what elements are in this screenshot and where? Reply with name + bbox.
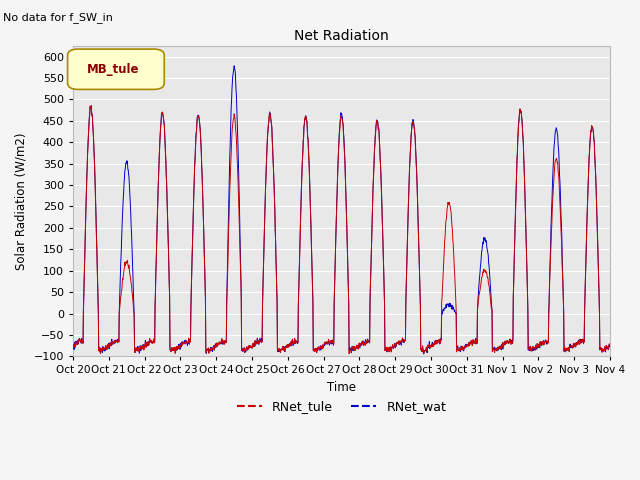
RNet_wat [420, 351, 428, 357]
Y-axis label: Solar Radiation (W/m2): Solar Radiation (W/m2) [15, 132, 28, 270]
RNet_tule [426, 342, 433, 348]
FancyBboxPatch shape [68, 49, 164, 89]
Line: RNet_wat: RNet_wat [73, 66, 610, 354]
RNet_tule [249, 343, 257, 349]
RNet_wat [230, 63, 238, 69]
Line: RNet_tule: RNet_tule [73, 106, 610, 354]
RNet_tule [543, 339, 550, 345]
RNet_wat [606, 343, 614, 348]
RNet_tule [88, 103, 95, 109]
RNet_wat [543, 341, 550, 347]
RNet_wat [175, 342, 183, 348]
Title: Net Radiation: Net Radiation [294, 29, 389, 43]
RNet_tule [69, 345, 77, 351]
RNet_tule [345, 351, 353, 357]
Text: No data for f_SW_in: No data for f_SW_in [3, 12, 113, 23]
Legend: RNet_tule, RNet_wat: RNet_tule, RNet_wat [232, 396, 451, 419]
RNet_wat [69, 344, 77, 350]
RNet_tule [189, 231, 196, 237]
RNet_tule [606, 342, 614, 348]
RNet_wat [426, 339, 433, 345]
RNet_tule [176, 346, 184, 351]
X-axis label: Time: Time [327, 381, 356, 394]
Text: MB_tule: MB_tule [87, 63, 140, 76]
RNet_wat [249, 343, 257, 349]
RNet_tule [495, 343, 503, 349]
RNet_wat [495, 344, 503, 350]
RNet_wat [189, 245, 196, 251]
